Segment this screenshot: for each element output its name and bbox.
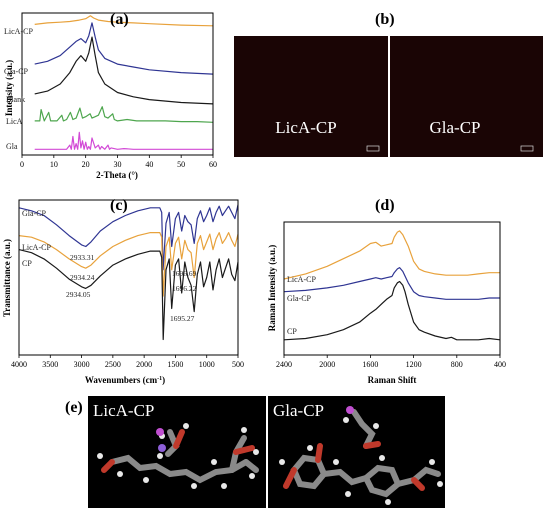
- panel-b: (b) LicA-CP Gla-CP: [234, 11, 543, 157]
- series-a-gla-cp: [34, 22, 214, 75]
- micrograph-lica-cp: [234, 36, 388, 157]
- series-label-a-blank: Blank: [6, 95, 25, 104]
- peak-annotation: 2934.05: [66, 290, 91, 299]
- x-tick-label-c: 3500: [42, 360, 58, 369]
- x-tick-label-d: 2000: [319, 360, 335, 369]
- peak-annotation: 1696.69: [172, 269, 197, 278]
- series-a-gla: [34, 131, 213, 150]
- series-label-c-gla-cp: Gla-CP: [22, 209, 47, 218]
- x-tick-label-a: 40: [145, 160, 153, 169]
- series-label-d-cp: CP: [287, 327, 297, 336]
- x-tick-label-a: 30: [114, 160, 122, 169]
- series-label-c-cp: CP: [22, 259, 32, 268]
- panel-d-ylabel: Raman Intensity (a.u.): [267, 245, 277, 332]
- micrograph-gla-cp: [390, 36, 543, 157]
- panel-d: (d) Raman Intensity (a.u.) 2400 2000 1600 1…: [267, 197, 506, 385]
- x-tick-label-c: 4000: [11, 360, 27, 369]
- micrograph-gla-cp-caption: Gla-CP: [430, 118, 481, 137]
- model-gla-cp-caption: Gla-CP: [273, 401, 324, 420]
- x-tick-label-c: 2500: [105, 360, 121, 369]
- series-d-cp: [283, 280, 501, 341]
- peak-annotation: 2933.31: [70, 253, 95, 262]
- panel-d-frame: [283, 221, 501, 356]
- x-tick-label-d: 800: [451, 360, 463, 369]
- x-tick-label-a: 50: [177, 160, 185, 169]
- scale-bar-left: [366, 145, 380, 152]
- panel-c-ylabel: Transmittance (a.u.): [2, 239, 12, 317]
- series-d-gla-cp: [283, 267, 500, 300]
- x-tick-label-d: 2400: [276, 360, 292, 369]
- scale-bar-right: [520, 145, 534, 152]
- model-lica-cp-caption: LicA-CP: [93, 401, 154, 420]
- series-c-gla-cp: [18, 204, 239, 271]
- series-label-a-gla: Gla: [6, 142, 18, 151]
- peak-annotation: 2934.24: [70, 273, 95, 282]
- panel-c-frame: [18, 199, 239, 356]
- x-tick-label-d: 400: [494, 360, 506, 369]
- series-label-a-lica-cp: LicA-CP: [4, 27, 33, 36]
- series-label-a-lica: LicA: [6, 117, 23, 126]
- panel-d-label: (d): [375, 197, 395, 214]
- x-tick-label-a: 60: [209, 160, 217, 169]
- x-tick-label-c: 1000: [199, 360, 215, 369]
- series-label-d-gla-cp: Gla-CP: [287, 294, 312, 303]
- panel-d-xlabel: Raman Shift: [368, 375, 417, 385]
- panel-e: (e) LicA-CP Gla-CP: [65, 396, 445, 508]
- x-tick-label-a: 20: [82, 160, 90, 169]
- panel-c-label: (c): [110, 197, 128, 214]
- panel-c: (c) Transmittance (a.u.) 4000 3500 3000 250…: [2, 197, 244, 385]
- series-c-lica-cp: [18, 232, 239, 297]
- molecule-gla-cp-icon: [279, 406, 443, 505]
- x-tick-label-a: 0: [20, 160, 24, 169]
- x-tick-label-d: 1600: [362, 360, 378, 369]
- x-tick-label-a: 10: [50, 160, 58, 169]
- series-c-cp: [18, 249, 239, 341]
- x-tick-label-c: 2000: [136, 360, 152, 369]
- x-tick-label-c: 1500: [167, 360, 183, 369]
- panel-a-label: (a): [110, 11, 129, 28]
- peak-annotation: 1696.22: [172, 284, 197, 293]
- panel-b-label: (b): [375, 11, 395, 28]
- panel-a-plot: [34, 15, 214, 150]
- panel-a-xlabel: 2-Theta (°): [96, 170, 138, 180]
- series-a-lica-cp: [34, 15, 214, 27]
- panel-a-ylabel: Intensity (a.u.): [4, 60, 14, 116]
- series-a-lica: [34, 106, 214, 123]
- series-label-c-lica-cp: LicA-CP: [22, 243, 51, 252]
- molecule-lica-cp-icon: [97, 423, 259, 489]
- panel-a: (a) Intensity (a.u.) 0 10 20 30 40 50 60 2-The…: [4, 11, 217, 180]
- series-label-d-lica-cp: LicA-CP: [287, 275, 316, 284]
- panel-e-label: (e): [65, 399, 83, 416]
- x-tick-label-c: 500: [232, 360, 244, 369]
- series-label-a-gla-cp: Gla-CP: [4, 67, 29, 76]
- x-tick-label-c: 3000: [74, 360, 90, 369]
- micrograph-lica-cp-caption: LicA-CP: [275, 118, 336, 137]
- panel-c-xlabel: Wavenumbers (cm-1): [85, 375, 165, 385]
- peak-annotation: 1695.27: [170, 314, 195, 323]
- series-a-blank: [34, 36, 214, 105]
- x-tick-label-d: 1200: [406, 360, 422, 369]
- series-d-lica-cp: [283, 230, 500, 280]
